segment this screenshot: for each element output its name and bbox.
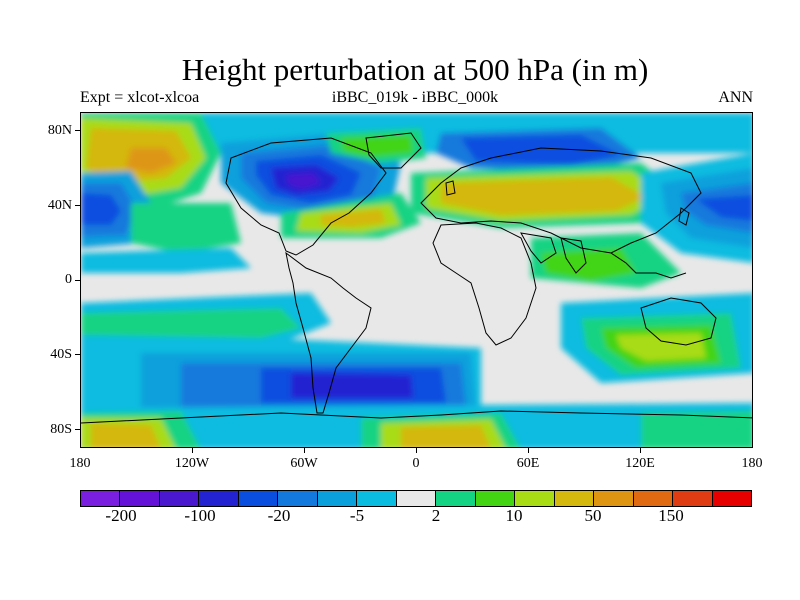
lat-tick	[75, 205, 80, 206]
experiment-label: Expt = xlcot-xlcoa	[80, 89, 200, 106]
colorbar-box	[475, 491, 516, 506]
colorbar-label: -100	[184, 506, 216, 525]
colorbar-box	[357, 491, 397, 506]
lat-label-80n: 80N	[47, 123, 72, 138]
lon-label-120w: 120W	[174, 456, 210, 471]
lat-tick	[75, 130, 80, 131]
lon-label-180e: 180	[741, 456, 763, 471]
colorbar-box	[554, 491, 595, 506]
colorbar-box	[712, 491, 751, 506]
colorbar-box	[238, 491, 279, 506]
colorbar-box	[515, 491, 555, 506]
lat-label-80s: 80S	[50, 422, 72, 437]
colorbar-box	[633, 491, 674, 506]
colorbar-label: 10	[505, 506, 523, 525]
lon-label-180w: 180	[69, 456, 91, 471]
difference-label: iBBC_019k - iBBC_000k	[331, 89, 499, 106]
lon-tick	[192, 448, 193, 453]
lon-label-60w: 60W	[290, 456, 318, 471]
colorbar-box	[278, 491, 318, 506]
colorbar-label: -5	[349, 506, 365, 525]
lat-tick	[75, 429, 80, 430]
colorbar	[80, 490, 752, 507]
lon-tick	[528, 448, 529, 453]
colorbar-label: 2	[431, 506, 441, 525]
coastlines	[81, 132, 752, 424]
lon-tick	[640, 448, 641, 453]
colorbar-box	[159, 491, 200, 506]
colorbar-box	[396, 491, 437, 506]
colorbar-box	[436, 491, 476, 506]
contour-map	[81, 113, 752, 447]
colorbar-box	[199, 491, 239, 506]
lon-label-0: 0	[412, 456, 420, 471]
lat-label-40s: 40S	[50, 347, 72, 362]
colorbar-box	[81, 491, 121, 506]
lon-label-120e: 120E	[625, 456, 655, 471]
map-panel	[80, 112, 753, 448]
colorbar-label: 150	[658, 506, 684, 525]
colorbar-label: 50	[584, 506, 602, 525]
lat-tick	[75, 354, 80, 355]
colorbar-label: -200	[105, 506, 137, 525]
colorbar-box	[120, 491, 160, 506]
colorbar-box	[317, 491, 358, 506]
lat-label-40n: 40N	[47, 198, 72, 213]
lon-tick	[304, 448, 305, 453]
colorbar-box	[673, 491, 713, 506]
lat-label-eq: 0	[65, 272, 72, 287]
lon-tick	[416, 448, 417, 453]
season-label: ANN	[718, 89, 753, 106]
lat-tick	[75, 280, 80, 281]
lon-label-60e: 60E	[516, 456, 540, 471]
plot-title: Height perturbation at 500 hPa (in m)	[181, 52, 649, 87]
colorbar-box	[594, 491, 634, 506]
colorbar-label: -20	[267, 506, 291, 525]
